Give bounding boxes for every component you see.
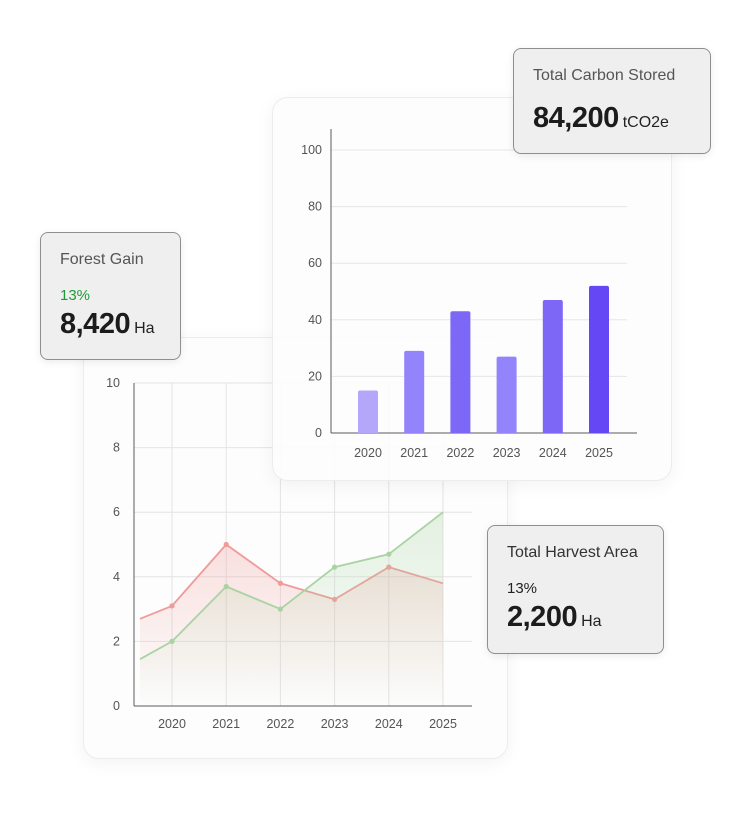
x-tick-label: 2024 [539,446,567,460]
x-tick-label: 2022 [446,446,474,460]
x-tick-label: 2021 [212,717,240,731]
y-tick-label: 4 [113,570,120,584]
y-tick-label: 40 [308,313,322,327]
card-title: Total Harvest Area [507,544,638,561]
bar [358,390,378,433]
data-point [223,541,229,548]
harvest-percent: 13% [507,580,538,597]
x-tick-label: 2025 [585,446,613,460]
total-harvest-area-card: Total Harvest Area 13% 2,200 Ha [487,525,664,654]
total-carbon-stored-card: Total Carbon Stored 84,200 tCO2e [513,48,711,154]
bar [589,285,609,433]
series-area [140,512,443,706]
x-tick-label: 2020 [354,446,382,460]
data-point [277,606,283,612]
line-chart: 0 2 4 6 8 10 2020 2021 2022 2023 2024 2025 [106,376,472,731]
forest-gain-percent: 13% [60,287,91,304]
data-point [277,580,283,586]
bar [404,350,425,433]
y-tick-label: 0 [315,426,322,440]
y-tick-label: 2 [113,634,120,648]
x-tick-label: 2023 [493,446,521,460]
data-point [223,583,229,590]
card-title: Total Carbon Stored [533,67,676,84]
y-tick-label: 0 [113,699,120,713]
harvest-unit: Ha [581,613,602,630]
y-tick-label: 10 [106,376,120,390]
carbon-unit: tCO2e [622,114,669,131]
forest-gain-unit: Ha [134,320,155,337]
bar [450,311,471,433]
y-tick-label: 20 [308,369,322,383]
data-point [386,551,392,557]
y-tick-label: 80 [308,200,322,214]
card-title: Forest Gain [60,251,144,268]
carbon-value: 84,200 [533,102,619,134]
x-tick-label: 2024 [375,717,403,731]
harvest-value: 2,200 [507,601,578,633]
y-tick-label: 60 [308,256,322,270]
x-tick-label: 2020 [158,717,186,731]
bar [542,299,563,433]
bar-chart: 0 20 40 60 80 100 2020 2021 2022 2023 2024 2025 [301,129,637,460]
card-value: 8,420 Ha [60,308,155,341]
bar-chart-panel: 0 20 40 60 80 100 2020 2021 2022 2023 2024 2025 [272,97,672,481]
x-tick-label: 2021 [400,446,428,460]
card-value: 2,200 Ha [507,601,602,634]
x-tick-label: 2025 [429,717,457,731]
x-tick-label: 2022 [266,717,294,731]
forest-gain-value: 8,420 [60,308,131,340]
card-value: 84,200 tCO2e [533,102,669,135]
forest-gain-card: Forest Gain 13% 8,420 Ha [40,232,181,360]
y-tick-label: 6 [113,505,120,519]
data-point [169,603,175,609]
y-tick-label: 100 [301,143,322,157]
data-point [332,564,338,570]
y-tick-label: 8 [113,441,120,455]
bar [496,356,517,433]
x-tick-label: 2023 [321,717,349,731]
data-point [169,638,175,644]
